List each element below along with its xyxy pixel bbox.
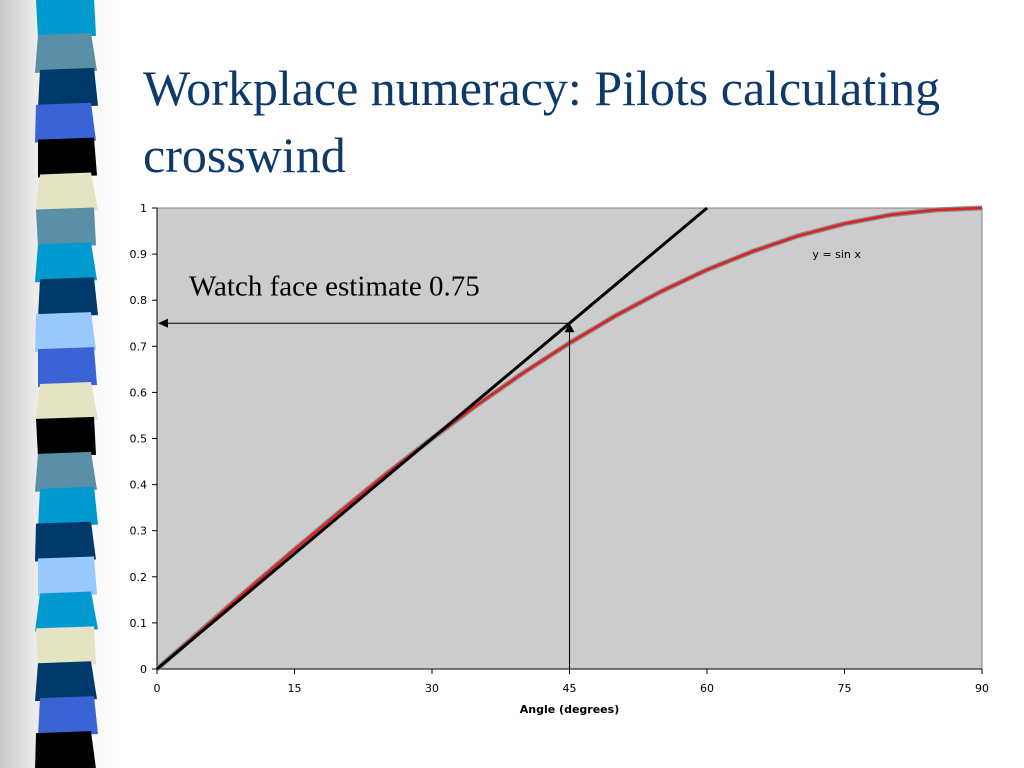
x-axis-title: Angle (degrees) <box>520 703 619 716</box>
stripe-segment <box>35 242 97 283</box>
stripe-segment <box>35 591 98 632</box>
y-tick-label: 0.3 <box>130 525 148 538</box>
stripe-segment <box>38 347 97 387</box>
y-tick-label: 0 <box>140 663 147 676</box>
stripe-segment <box>35 32 97 73</box>
stripe-segment <box>38 486 98 527</box>
y-tick-label: 0.7 <box>130 340 148 353</box>
tangent-line <box>156 206 708 671</box>
slide-title: Workplace numeracy: Pilots calculating c… <box>143 60 941 183</box>
x-tick-label: 30 <box>425 682 439 695</box>
stripe-segment <box>38 556 97 597</box>
x-tick-label: 60 <box>700 682 714 695</box>
stripe-segment <box>38 696 98 737</box>
y-tick-label: 0.1 <box>130 617 148 630</box>
x-tick-label: 0 <box>154 682 161 695</box>
curve-label: y = sin x <box>812 248 861 261</box>
y-tick-label: 1 <box>140 202 147 215</box>
stripe-segment <box>35 312 96 353</box>
stripe-segment <box>35 102 96 143</box>
x-tick-label: 75 <box>838 682 852 695</box>
decorative-stripe <box>35 0 98 768</box>
y-tick-label: 0.2 <box>130 571 148 584</box>
stripe-segment <box>38 277 98 318</box>
stripe-segment <box>38 67 98 108</box>
stripe-segment <box>35 451 97 492</box>
y-tick-label: 0.5 <box>130 433 148 446</box>
stripe-segment <box>36 0 96 38</box>
stripe-segment <box>36 626 96 667</box>
stripe-segment <box>36 207 96 248</box>
y-tick-label: 0.9 <box>130 248 148 261</box>
x-tick-label: 45 <box>563 682 577 695</box>
stripe-segment <box>36 416 96 457</box>
arrow-up-icon <box>564 323 575 333</box>
stripe-segment <box>35 172 98 213</box>
estimate-label: Watch face estimate 0.75 <box>189 271 480 303</box>
stripe-segment <box>35 521 96 562</box>
y-tick-label: 0.4 <box>130 479 148 492</box>
stripe-segment <box>35 382 98 422</box>
arrow-left-icon <box>158 318 168 328</box>
x-tick-label: 15 <box>288 682 302 695</box>
y-tick-label: 0.6 <box>130 386 148 399</box>
stripe-segment <box>38 137 97 178</box>
x-tick-label: 90 <box>975 682 989 695</box>
stripe-segment <box>35 731 96 768</box>
stripe-segment <box>35 661 97 702</box>
y-tick-label: 0.8 <box>130 294 148 307</box>
